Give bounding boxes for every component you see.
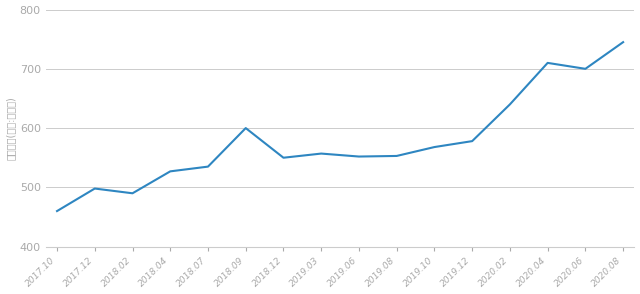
Y-axis label: 거래금액(단위:백만원): 거래금액(단위:백만원) xyxy=(6,96,15,160)
